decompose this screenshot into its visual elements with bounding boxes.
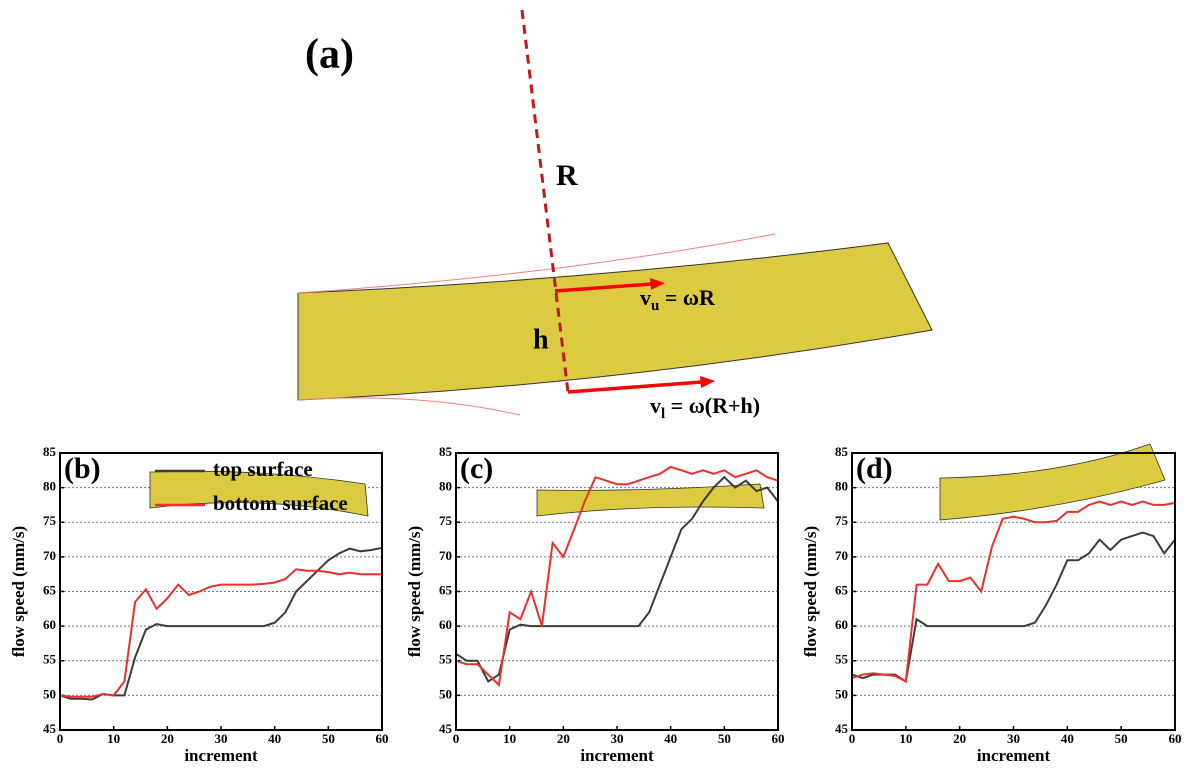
plot-frame (851, 452, 1176, 731)
x-tick-label: 50 (718, 731, 731, 746)
radius-label: R (556, 159, 578, 192)
arrow (554, 282, 653, 293)
rest: = ωR (659, 285, 716, 310)
legend-label: bottom surface (213, 491, 348, 515)
x-tick-label: 50 (322, 731, 335, 746)
y-axis-label: flow speed (mm/s) (405, 526, 424, 657)
sub: l (661, 406, 665, 422)
y-tick-label: 50 (835, 686, 848, 701)
x-tick-label: 60 (772, 731, 785, 746)
inset-shape (149, 470, 369, 517)
x-tick-label: 60 (1169, 731, 1182, 746)
plot-frame (59, 452, 383, 731)
x-tick-label: 30 (611, 731, 624, 746)
y-tick-label: 55 (43, 652, 57, 667)
plot-frame (455, 452, 779, 731)
y-tick-label: 60 (439, 617, 452, 632)
v: v (640, 285, 651, 310)
x-tick-label: 60 (376, 731, 389, 746)
x-tick-label: 0 (849, 731, 856, 746)
series-line (59, 546, 383, 701)
x-tick-label: 40 (664, 731, 677, 746)
x-tick-label: 10 (503, 731, 516, 746)
arc (297, 397, 521, 416)
y-axis-label: flow speed (mm/s) (9, 526, 28, 657)
y-tick-label: 80 (439, 479, 452, 494)
x-tick-label: 0 (453, 731, 460, 746)
series-line (851, 531, 1176, 684)
y-tick-label: 75 (835, 513, 849, 528)
series-line (851, 500, 1176, 684)
y-tick-label: 75 (439, 513, 453, 528)
x-tick-label: 30 (215, 731, 228, 746)
v: v (650, 393, 661, 418)
y-tick-label: 65 (835, 582, 849, 597)
panel-label: (b) (64, 452, 101, 485)
rest: = ω(R+h) (665, 393, 760, 418)
y-tick-label: 70 (835, 548, 848, 563)
legend-label: top surface (213, 457, 313, 481)
y-tick-label: 80 (835, 479, 848, 494)
thickness-label: h (533, 324, 549, 355)
y-tick-label: 85 (439, 444, 453, 459)
y-tick-label: 70 (439, 548, 452, 563)
x-tick-label: 40 (268, 731, 281, 746)
x-tick-label: 30 (1007, 731, 1020, 746)
series-line (455, 475, 779, 683)
series-line (455, 465, 779, 688)
x-axis-label: increment (184, 746, 258, 765)
y-tick-label: 60 (43, 617, 56, 632)
y-tick-label: 55 (439, 652, 453, 667)
y-tick-label: 45 (835, 721, 849, 736)
x-tick-label: 10 (107, 731, 120, 746)
y-tick-label: 55 (835, 652, 849, 667)
arrow-head (650, 278, 665, 290)
inset-shape (536, 483, 765, 517)
strip (297, 242, 933, 401)
y-tick-label: 85 (835, 444, 849, 459)
x-tick-label: 20 (161, 731, 174, 746)
arc (297, 233, 776, 294)
inset-shape (939, 443, 1166, 521)
x-tick-label: 20 (953, 731, 966, 746)
y-tick-label: 50 (43, 686, 56, 701)
y-tick-label: 85 (43, 444, 57, 459)
x-tick-label: 50 (1115, 731, 1128, 746)
y-tick-label: 60 (835, 617, 848, 632)
y-tick-label: 75 (43, 513, 57, 528)
y-tick-label: 45 (439, 721, 453, 736)
y-axis-label: flow speed (mm/s) (801, 526, 820, 657)
y-tick-label: 70 (43, 548, 56, 563)
sub: u (651, 298, 659, 314)
panel-label: (c) (460, 452, 493, 485)
x-axis-label: increment (580, 746, 654, 765)
x-tick-label: 10 (899, 731, 912, 746)
y-tick-label: 45 (43, 721, 57, 736)
y-tick-label: 65 (43, 582, 57, 597)
y-tick-label: 65 (439, 582, 453, 597)
series-line (59, 568, 382, 698)
y-tick-label: 50 (439, 686, 452, 701)
velocity-label: vu = ωR (640, 285, 716, 314)
arrow (567, 380, 703, 394)
x-tick-label: 40 (1061, 731, 1074, 746)
x-tick-label: 0 (57, 731, 64, 746)
x-tick-label: 20 (557, 731, 570, 746)
radius-line (520, 9, 570, 393)
arrow-head (700, 376, 715, 388)
panel-label: (a) (305, 32, 354, 78)
velocity-label: vl = ω(R+h) (650, 393, 760, 422)
y-tick-label: 80 (43, 479, 56, 494)
x-axis-label: increment (977, 746, 1051, 765)
panel-label: (d) (856, 452, 893, 485)
